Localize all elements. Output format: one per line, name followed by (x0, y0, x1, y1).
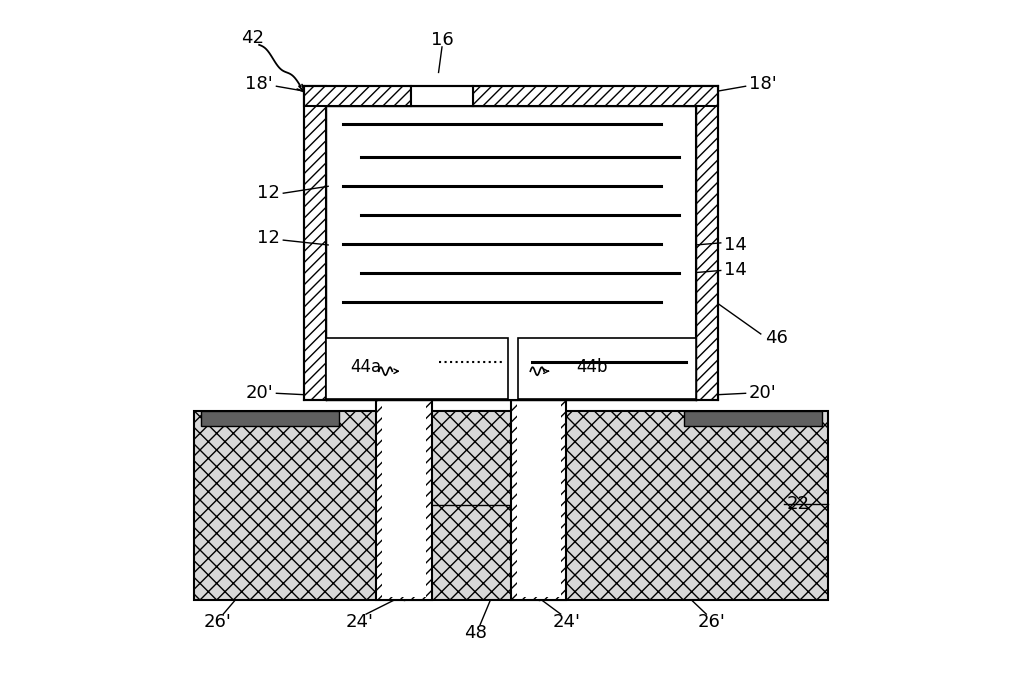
Text: 26': 26' (203, 613, 232, 631)
Text: 12: 12 (257, 184, 280, 202)
Bar (376, 393, 431, 600)
Bar (473, 86, 718, 106)
Text: 18': 18' (749, 75, 777, 93)
Text: 22: 22 (787, 495, 810, 513)
Text: 16: 16 (430, 31, 454, 49)
Text: 44b: 44b (576, 358, 608, 376)
Text: 48: 48 (464, 624, 486, 642)
Bar (193, 411, 829, 600)
Bar (326, 338, 508, 399)
Bar (200, 411, 338, 426)
Text: 20': 20' (245, 384, 273, 402)
Bar (304, 86, 411, 106)
Bar (511, 393, 566, 600)
Bar (696, 86, 718, 400)
Text: 24': 24' (552, 613, 580, 631)
Text: 14: 14 (724, 262, 746, 279)
Text: 24': 24' (345, 613, 373, 631)
Bar (411, 86, 473, 106)
Bar (516, 400, 561, 597)
Text: 14: 14 (724, 236, 746, 254)
Text: 42: 42 (241, 29, 264, 47)
Text: 18': 18' (245, 75, 273, 93)
Bar (304, 86, 326, 400)
Text: 26': 26' (697, 613, 725, 631)
Bar (684, 411, 822, 426)
Text: 44a: 44a (351, 358, 381, 376)
Bar (518, 338, 696, 399)
Text: 20': 20' (749, 384, 777, 402)
Bar (382, 400, 426, 597)
Bar (326, 106, 696, 400)
Text: 46: 46 (764, 329, 788, 347)
Text: 12: 12 (257, 229, 280, 247)
